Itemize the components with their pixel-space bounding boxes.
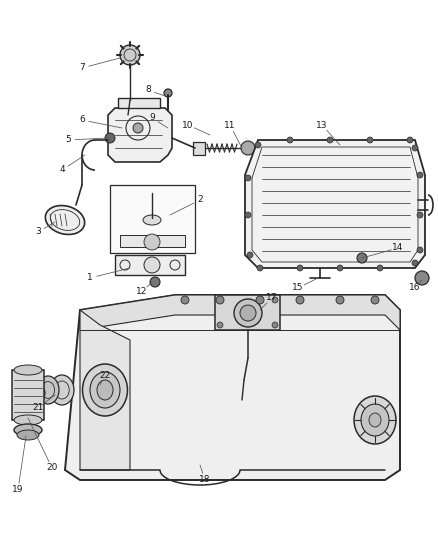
Ellipse shape <box>14 365 42 375</box>
Ellipse shape <box>369 413 381 427</box>
Circle shape <box>241 141 255 155</box>
Ellipse shape <box>14 415 42 425</box>
Polygon shape <box>193 142 205 155</box>
Ellipse shape <box>354 396 396 444</box>
Text: 1: 1 <box>87 273 93 282</box>
Text: 12: 12 <box>136 287 148 296</box>
Text: 20: 20 <box>46 464 58 472</box>
Circle shape <box>216 296 224 304</box>
Text: 22: 22 <box>99 370 111 379</box>
Ellipse shape <box>17 430 39 440</box>
Circle shape <box>150 277 160 287</box>
Ellipse shape <box>14 424 42 436</box>
Circle shape <box>327 137 333 143</box>
Circle shape <box>412 260 418 266</box>
Text: 17: 17 <box>266 294 278 303</box>
Circle shape <box>417 212 423 218</box>
Ellipse shape <box>82 364 127 416</box>
Polygon shape <box>120 235 185 247</box>
Bar <box>110 185 195 253</box>
Text: 9: 9 <box>149 114 155 123</box>
Circle shape <box>412 145 418 151</box>
Circle shape <box>272 297 278 303</box>
Text: 15: 15 <box>292 284 304 293</box>
Polygon shape <box>118 98 160 108</box>
Circle shape <box>296 296 304 304</box>
Text: 8: 8 <box>145 85 151 94</box>
Circle shape <box>377 265 383 271</box>
Circle shape <box>217 322 223 328</box>
Circle shape <box>371 296 379 304</box>
Circle shape <box>144 257 160 273</box>
Polygon shape <box>245 140 425 268</box>
Text: 2: 2 <box>197 196 203 205</box>
Text: 21: 21 <box>32 403 44 413</box>
Ellipse shape <box>50 375 74 405</box>
Text: 5: 5 <box>65 135 71 144</box>
Circle shape <box>417 247 423 253</box>
Text: 19: 19 <box>12 486 24 495</box>
Ellipse shape <box>143 215 161 225</box>
Circle shape <box>287 137 293 143</box>
Text: 18: 18 <box>199 475 211 484</box>
Circle shape <box>256 296 264 304</box>
Circle shape <box>245 175 251 181</box>
Circle shape <box>234 299 262 327</box>
Text: 7: 7 <box>79 63 85 72</box>
Circle shape <box>257 265 263 271</box>
Ellipse shape <box>361 404 389 436</box>
Circle shape <box>407 137 413 143</box>
Circle shape <box>245 212 251 218</box>
Circle shape <box>367 137 373 143</box>
Text: 16: 16 <box>409 284 421 293</box>
Polygon shape <box>80 295 400 330</box>
Bar <box>215 295 280 330</box>
Circle shape <box>297 265 303 271</box>
Text: 3: 3 <box>35 228 41 237</box>
Circle shape <box>337 265 343 271</box>
Circle shape <box>415 271 429 285</box>
Ellipse shape <box>37 376 59 404</box>
Circle shape <box>133 123 143 133</box>
Ellipse shape <box>46 206 85 235</box>
Text: 4: 4 <box>59 166 65 174</box>
Text: 10: 10 <box>182 120 194 130</box>
Circle shape <box>255 142 261 148</box>
Text: 14: 14 <box>392 244 404 253</box>
Bar <box>12 370 44 420</box>
Circle shape <box>105 133 115 143</box>
Text: 6: 6 <box>79 116 85 125</box>
Circle shape <box>164 89 172 97</box>
Circle shape <box>181 296 189 304</box>
Circle shape <box>217 297 223 303</box>
Circle shape <box>120 45 140 65</box>
Circle shape <box>240 305 256 321</box>
Circle shape <box>247 252 253 258</box>
Text: 11: 11 <box>224 120 236 130</box>
Circle shape <box>144 234 160 250</box>
Circle shape <box>272 322 278 328</box>
Circle shape <box>357 253 367 263</box>
Polygon shape <box>115 255 185 275</box>
Polygon shape <box>65 295 400 480</box>
Circle shape <box>336 296 344 304</box>
Polygon shape <box>80 310 130 470</box>
Ellipse shape <box>90 372 120 408</box>
Ellipse shape <box>25 384 45 402</box>
Polygon shape <box>108 108 172 162</box>
Ellipse shape <box>97 380 113 400</box>
Text: 13: 13 <box>316 120 328 130</box>
Circle shape <box>417 172 423 178</box>
